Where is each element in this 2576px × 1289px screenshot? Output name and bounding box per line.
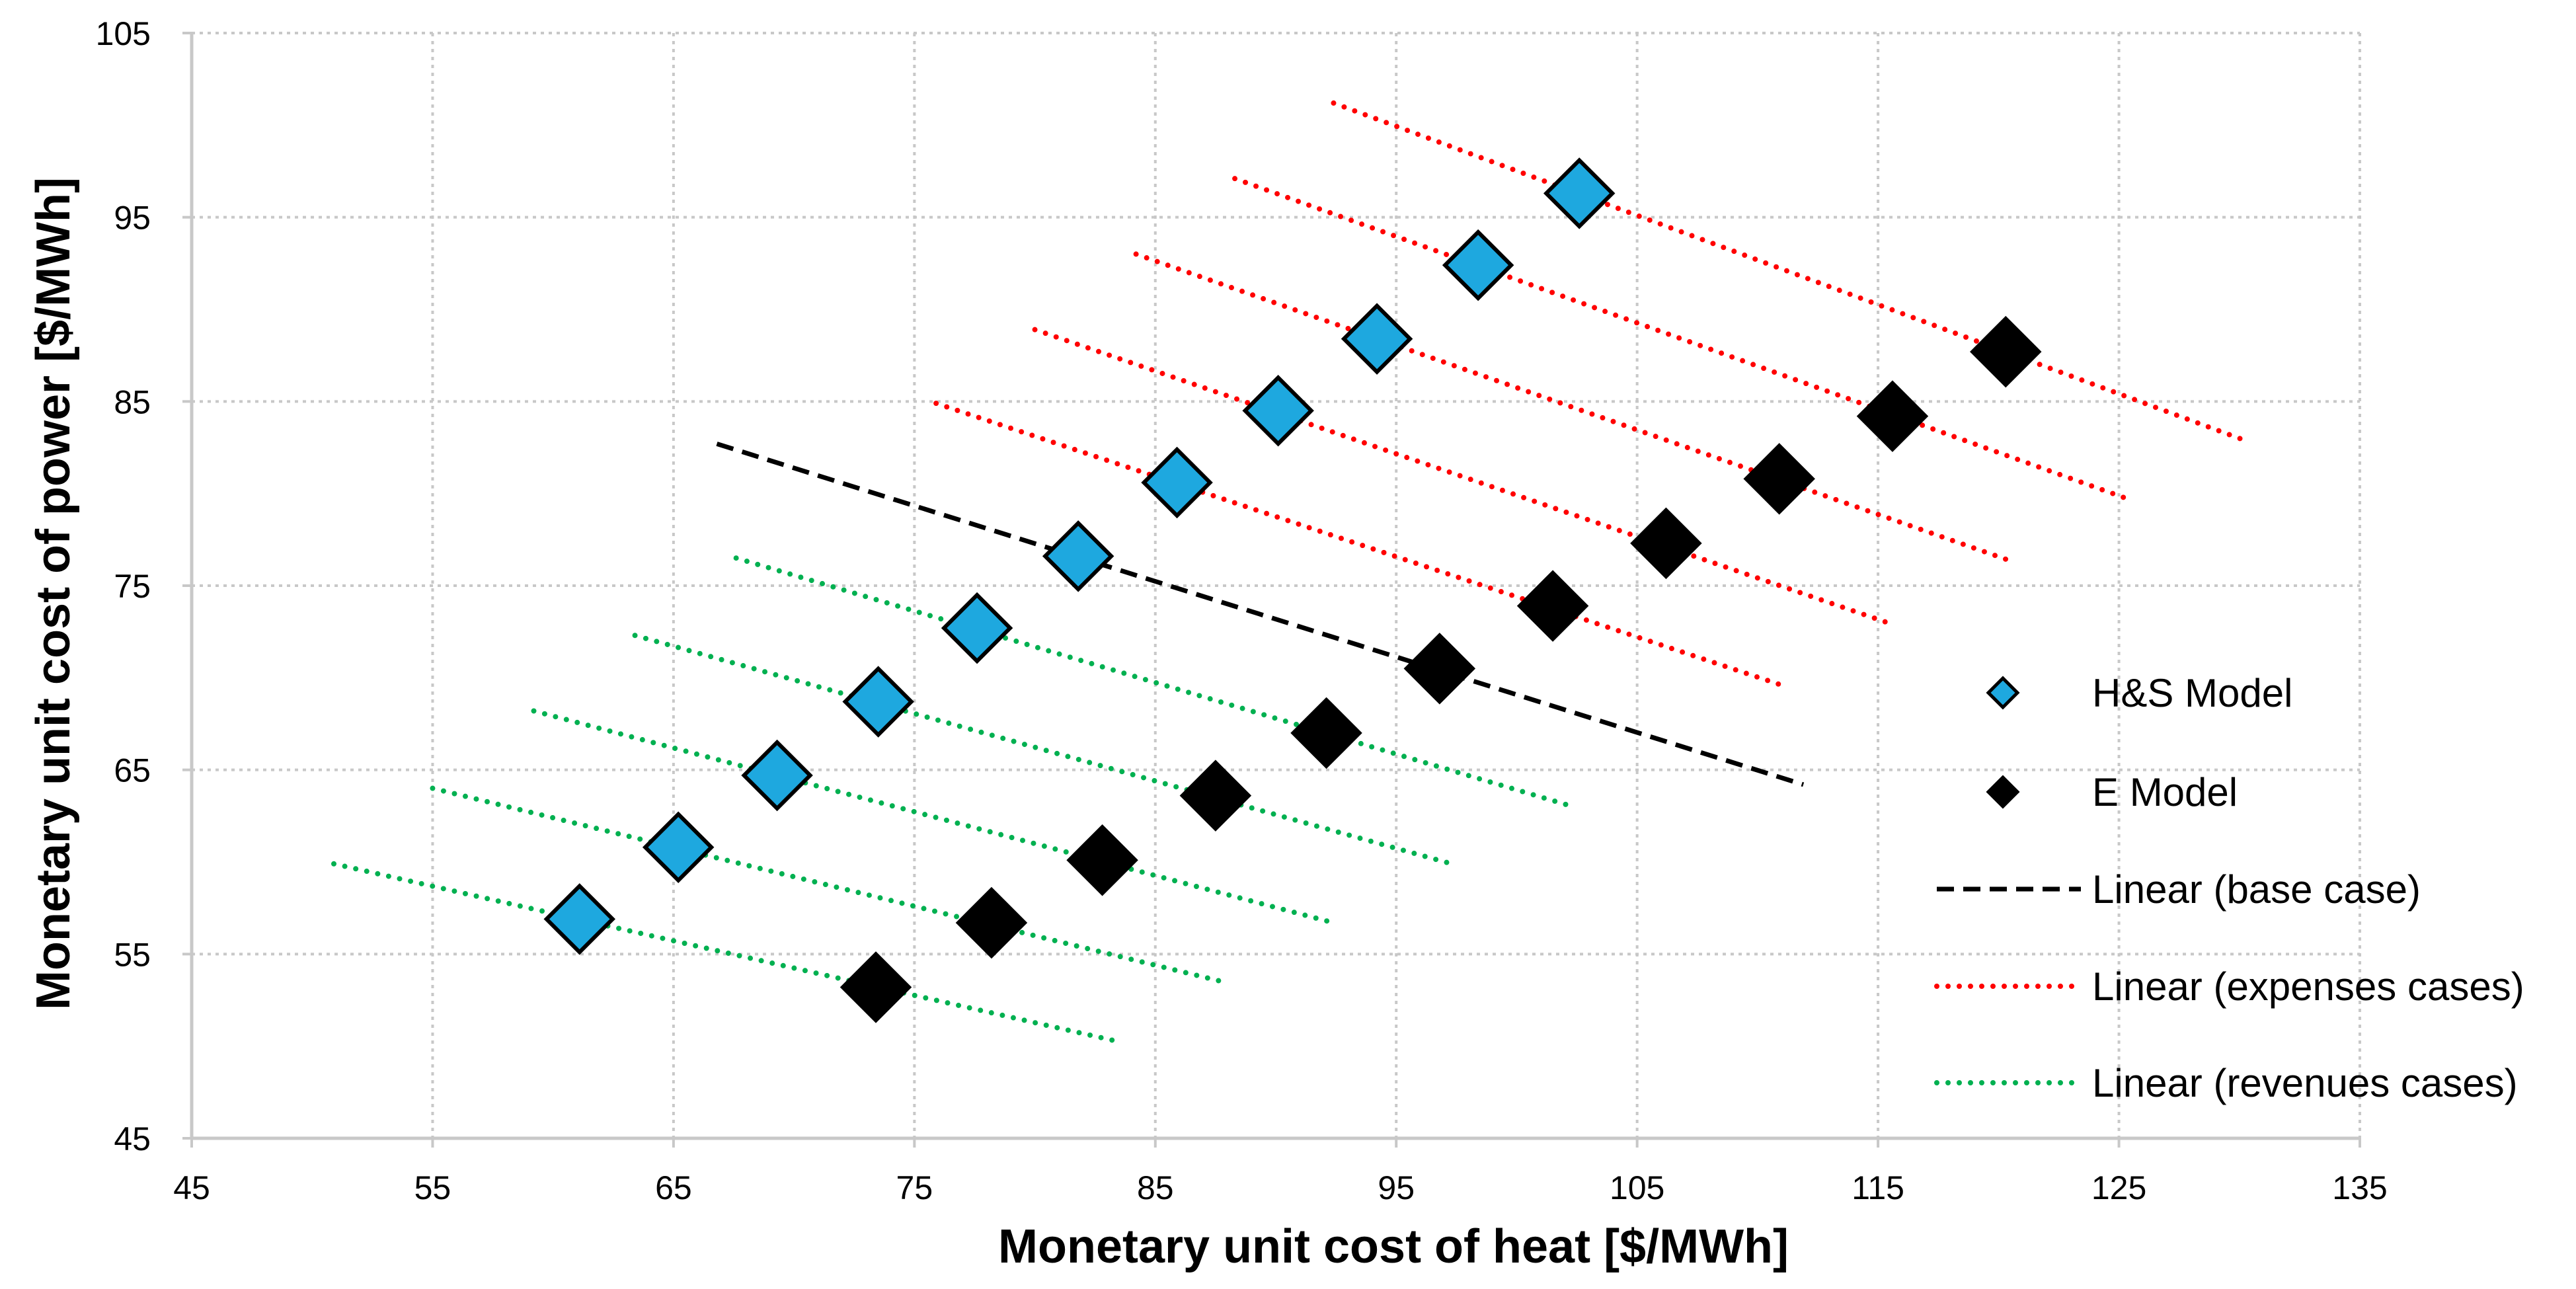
- e-model-marker: [839, 951, 912, 1023]
- gridlines: [192, 32, 2361, 1138]
- revenues-trendline: [331, 861, 1117, 1044]
- expenses-trendline: [1232, 176, 2136, 504]
- x-tick-label: 105: [1610, 1169, 1664, 1206]
- legend-label: E Model: [2092, 770, 2238, 814]
- legend-label: H&S Model: [2092, 671, 2292, 715]
- revenues-trendline: [632, 633, 1455, 867]
- revenues-trendline: [733, 555, 1570, 808]
- y-tick-label: 105: [96, 15, 151, 52]
- legend-label: Linear (base case): [2092, 867, 2421, 912]
- x-tick-label: 85: [1137, 1169, 1174, 1206]
- y-tick-label: 95: [114, 200, 151, 237]
- e-model-marker: [1743, 443, 1815, 515]
- hs-model-marker: [642, 811, 715, 883]
- hs-model-marker: [941, 592, 1013, 664]
- expenses-trendline: [933, 401, 1785, 688]
- x-tick-label: 125: [2091, 1169, 2146, 1206]
- x-tick-label: 75: [896, 1169, 933, 1206]
- hs-model-marker: [1442, 229, 1514, 301]
- hs-model-marker: [1242, 375, 1314, 447]
- e-model-marker: [1179, 760, 1252, 832]
- y-tick-label: 85: [114, 383, 151, 420]
- e-model-marker: [1856, 380, 1929, 452]
- expenses-trendline: [1331, 100, 2247, 443]
- base-case-trendline: [716, 442, 1805, 787]
- x-tick-label: 55: [414, 1169, 451, 1206]
- x-axis-title: Monetary unit cost of heat [$/MWh]: [998, 1220, 1789, 1273]
- axes: [182, 32, 2361, 1148]
- y-axis-title: Monetary unit cost of power [$/MWh]: [27, 177, 80, 1010]
- legend-hs-model-icon: [1986, 676, 2020, 710]
- hs-model-marker: [1042, 520, 1114, 592]
- hs-model-marker: [1141, 446, 1213, 519]
- e-model-marker: [1630, 507, 1702, 580]
- e-model-marker: [1970, 315, 2042, 388]
- x-tick-label: 95: [1378, 1169, 1415, 1206]
- trendlines: [331, 100, 2247, 1044]
- y-tick-label: 45: [114, 1120, 151, 1157]
- hs-model-marker: [1341, 303, 1413, 375]
- x-tick-label: 135: [2332, 1169, 2387, 1206]
- x-tick-label: 65: [655, 1169, 692, 1206]
- e-model-marker: [1066, 824, 1138, 896]
- legend-label: Linear (revenues cases): [2092, 1061, 2518, 1105]
- e-model-marker: [1403, 633, 1476, 705]
- legend-label: Linear (expenses cases): [2092, 964, 2524, 1009]
- hs-model-marker: [1543, 157, 1616, 229]
- legend: H&S Model E Model Linear (base case) Linear…: [1934, 671, 2524, 1105]
- hs-model-marker: [543, 883, 615, 955]
- expenses-trendline: [1133, 251, 2016, 565]
- e-model-marker: [1290, 697, 1362, 769]
- hs-model-marker: [741, 739, 813, 812]
- revenues-trendline: [430, 785, 1226, 985]
- y-tick-label: 75: [114, 568, 151, 605]
- y-tick-label: 55: [114, 936, 151, 973]
- y-tick-label: 65: [114, 752, 151, 789]
- data-markers: [543, 157, 2042, 1023]
- e-model-marker: [1516, 570, 1589, 642]
- x-tick-label: 45: [173, 1169, 210, 1206]
- hs-model-marker: [842, 666, 914, 738]
- x-tick-label: 115: [1852, 1169, 1904, 1206]
- e-model-marker: [955, 886, 1028, 959]
- legend-e-model-icon: [1986, 775, 2020, 809]
- tick-labels: 45 55 65 75 85 95 105 115 125 135 45 55 65 75 85 95 105: [96, 15, 2388, 1206]
- revenues-trendline: [531, 708, 1337, 925]
